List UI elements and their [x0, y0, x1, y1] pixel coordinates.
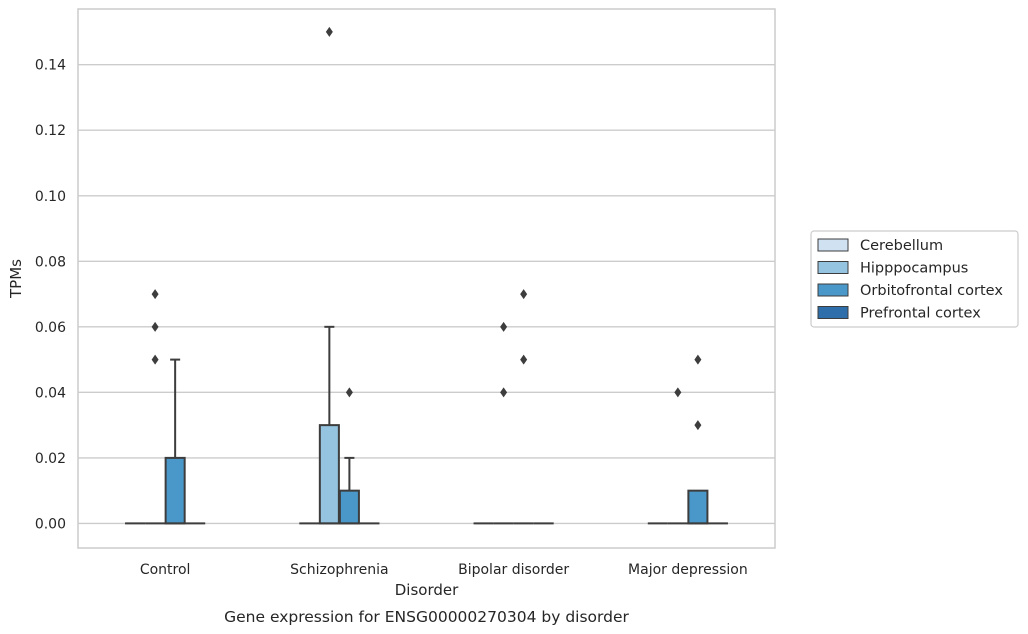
legend-swatch — [817, 238, 849, 252]
y-tick-label: 0.12 — [35, 123, 66, 139]
outlier-point — [520, 354, 528, 365]
x-tick-label: Major depression — [628, 562, 748, 578]
box-orbitofrontal-cortex — [513, 289, 534, 525]
y-tick-label: 0.04 — [35, 385, 66, 401]
legend-label: Orbitofrontal cortex — [860, 283, 1003, 299]
box-orbitofrontal-cortex — [164, 358, 186, 525]
x-tick-label: Control — [140, 562, 191, 578]
plot-area-frame — [77, 8, 776, 549]
x-tick-label: Schizophrenia — [290, 562, 388, 578]
outlier-point — [694, 420, 702, 431]
outlier-point — [151, 321, 159, 332]
y-axis-title: TPMs — [7, 259, 25, 299]
legend: Cerebellum Hipppocampus Orbitofrontal cort… — [810, 230, 1019, 328]
outlier-point — [694, 354, 702, 365]
y-tick-label: 0.00 — [35, 516, 66, 532]
x-axis-ticks: Control Schizophrenia Bipolar disorder Majo… — [140, 562, 748, 578]
box-body — [687, 489, 709, 525]
box-hipppocampus — [493, 321, 514, 525]
legend-swatch — [817, 306, 849, 319]
outlier-point — [500, 321, 508, 332]
outlier-point — [500, 387, 508, 398]
box-orbitofrontal-cortex — [687, 354, 709, 525]
x-axis-title: Disorder — [395, 581, 459, 599]
box-body — [338, 489, 360, 525]
y-tick-label: 0.10 — [35, 189, 66, 205]
legend-label: Prefrontal cortex — [860, 306, 981, 322]
outlier-point — [151, 289, 159, 300]
box-hipppocampus — [145, 289, 166, 525]
outlier-point — [325, 26, 333, 37]
box-hipppocampus — [667, 387, 688, 525]
x-tick-label: Bipolar disorder — [458, 562, 569, 578]
chart-caption: Gene expression for ENSG00000270304 by d… — [224, 608, 629, 626]
box-body — [164, 456, 186, 525]
y-tick-label: 0.08 — [35, 254, 66, 270]
y-tick-label: 0.06 — [35, 320, 66, 336]
box-body — [318, 424, 340, 525]
box-hipppocampus — [318, 26, 340, 525]
outlier-point — [151, 354, 159, 365]
legend-swatch — [817, 261, 849, 274]
outlier-point — [345, 387, 353, 398]
y-tick-label: 0.14 — [35, 58, 66, 74]
legend-swatch — [817, 283, 849, 297]
outlier-point — [520, 289, 528, 300]
legend-label: Cerebellum — [860, 238, 943, 254]
legend-frame — [810, 230, 1019, 328]
outlier-point — [674, 387, 682, 398]
legend-label: Hipppocampus — [860, 261, 968, 277]
y-tick-label: 0.02 — [35, 451, 66, 467]
gridlines — [78, 64, 775, 525]
y-axis-ticks: 0.00 0.02 0.04 0.06 0.08 0.10 0.12 0.14 — [35, 58, 66, 533]
box-series — [125, 26, 728, 525]
box-orbitofrontal-cortex — [338, 387, 360, 525]
